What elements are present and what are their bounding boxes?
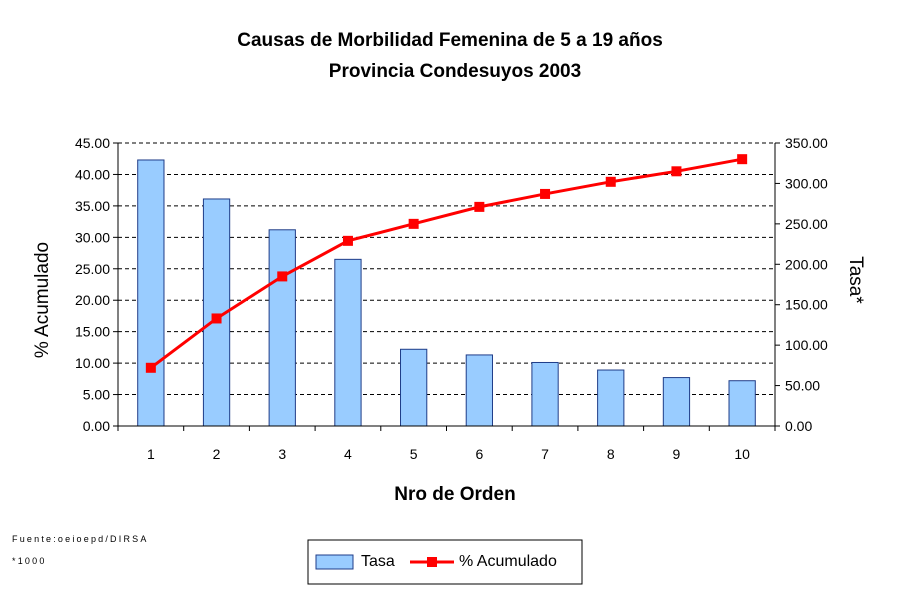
y-left-tick-label: 20.00 xyxy=(75,292,110,308)
x-tick-label: 2 xyxy=(213,446,221,462)
point-acumulado xyxy=(671,166,682,177)
x-tick-labels: 1 2 3 4 5 6 7 8 9 10 xyxy=(147,446,750,462)
bar-tasa xyxy=(268,229,296,427)
x-tick-label: 4 xyxy=(344,446,352,462)
source-note: Fuente:oeioepd/DIRSA xyxy=(12,534,149,544)
y-left-tick-labels: 0.00 5.00 10.00 15.00 20.00 25.00 30.00 35.00 40… xyxy=(75,135,110,434)
legend-acumulado-label: % Acumulado xyxy=(459,553,557,570)
y-left-tick-label: 35.00 xyxy=(75,198,110,214)
bar-tasa xyxy=(465,354,493,427)
y-right-tick-label: 350.00 xyxy=(785,135,828,151)
point-acumulado xyxy=(737,154,748,165)
y-right-tick-label: 50.00 xyxy=(785,378,820,394)
bar-tasa xyxy=(137,159,165,427)
legend-acumulado-marker xyxy=(427,557,437,567)
x-tick-label: 9 xyxy=(673,446,681,462)
y-left-tick-label: 45.00 xyxy=(75,135,110,151)
bar-series xyxy=(137,159,756,427)
y-left-tick-label: 30.00 xyxy=(75,229,110,245)
y-right-tick-label: 0.00 xyxy=(785,418,812,434)
y-right-tick-label: 150.00 xyxy=(785,297,828,313)
y-left-tick-label: 25.00 xyxy=(75,261,110,277)
y-left-axis-label: % Acumulado xyxy=(32,242,53,358)
y-left-tick-label: 15.00 xyxy=(75,324,110,340)
point-acumulado xyxy=(342,235,353,246)
x-tick-label: 6 xyxy=(475,446,483,462)
bar-tasa xyxy=(334,258,362,427)
y-right-tick-labels: 0.00 50.00 100.00 150.00 200.00 250.00 300.00 3… xyxy=(785,135,828,434)
y-left-tick-label: 5.00 xyxy=(83,387,110,403)
y-left-tick-label: 40.00 xyxy=(75,166,110,182)
chart-subtitle: Provincia Condesuyos 2003 xyxy=(329,61,581,82)
y-left-tick-label: 10.00 xyxy=(75,355,110,371)
y-right-tick-label: 200.00 xyxy=(785,256,828,272)
point-acumulado xyxy=(277,271,288,282)
axes xyxy=(113,142,780,431)
y-right-tick-label: 100.00 xyxy=(785,337,828,353)
point-acumulado xyxy=(211,313,222,324)
point-acumulado xyxy=(474,201,485,212)
chart-title: Causas de Morbilidad Femenina de 5 a 19 … xyxy=(237,30,663,51)
x-tick-label: 10 xyxy=(734,446,750,462)
x-tick-label: 3 xyxy=(278,446,286,462)
bar-tasa xyxy=(662,377,691,427)
bar-tasa xyxy=(400,348,428,427)
line-series xyxy=(145,154,748,373)
x-tick-label: 5 xyxy=(410,446,418,462)
point-acumulado xyxy=(540,188,551,199)
y-right-tick-label: 300.00 xyxy=(785,175,828,191)
point-acumulado xyxy=(408,218,419,229)
bar-tasa xyxy=(531,361,559,427)
legend-tasa-label: Tasa xyxy=(361,553,395,570)
point-acumulado xyxy=(605,176,616,187)
bar-tasa xyxy=(597,369,625,427)
bar-tasa xyxy=(728,380,756,427)
y-left-tick-label: 0.00 xyxy=(83,418,110,434)
y-right-tick-label: 250.00 xyxy=(785,216,828,232)
rate-note: *1000 xyxy=(12,556,47,566)
legend-tasa-swatch xyxy=(315,554,354,570)
y-right-axis-label: Tasa* xyxy=(845,256,866,304)
x-axis-label: Nro de Orden xyxy=(394,484,515,505)
x-tick-label: 1 xyxy=(147,446,155,462)
x-tick-label: 8 xyxy=(607,446,615,462)
line-acumulado xyxy=(149,157,743,369)
point-acumulado xyxy=(145,362,156,373)
legend: Tasa % Acumulado xyxy=(307,539,583,585)
x-tick-label: 7 xyxy=(541,446,549,462)
